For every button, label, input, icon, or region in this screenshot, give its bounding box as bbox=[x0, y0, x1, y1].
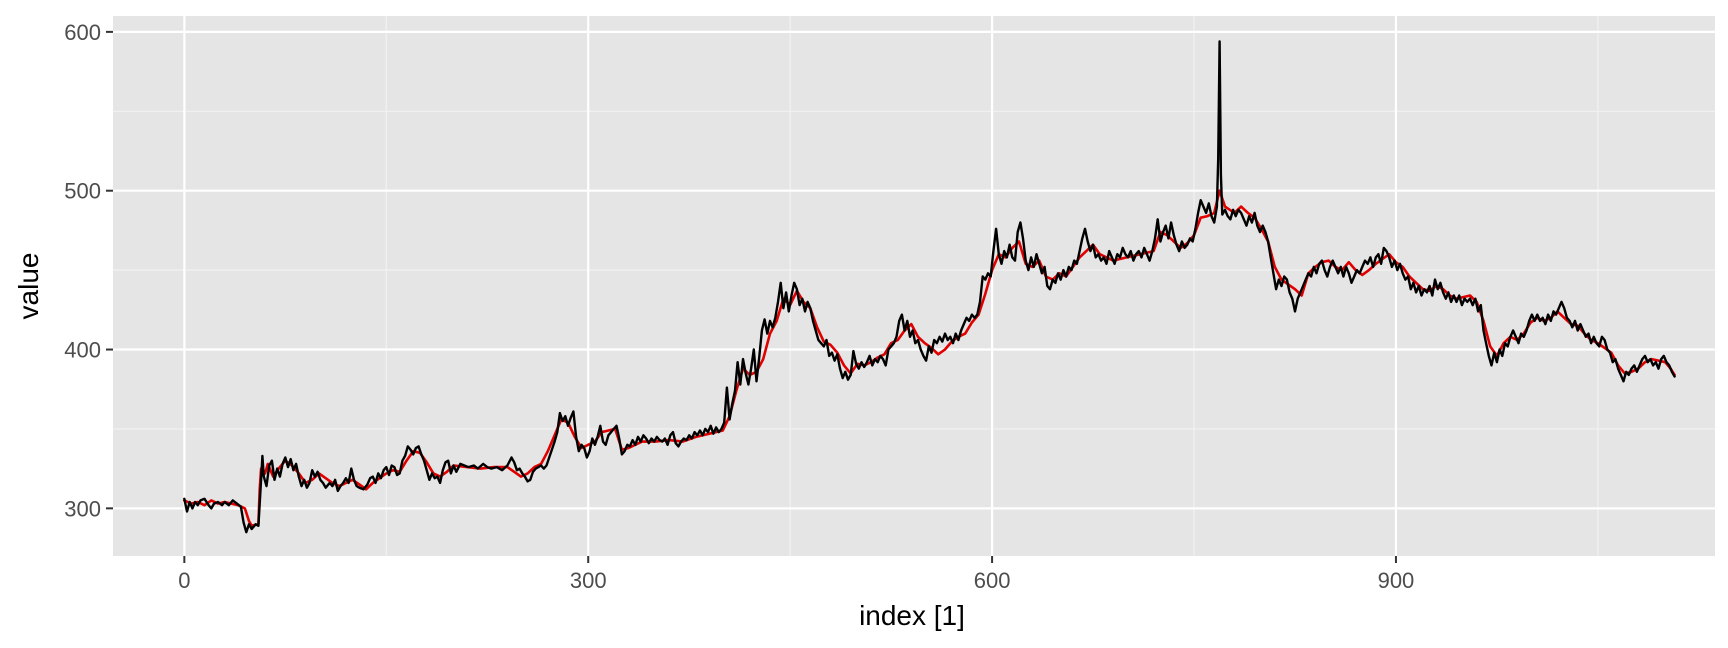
series-line-actual bbox=[183, 40, 1676, 534]
x-tick-label: 600 bbox=[974, 568, 1011, 593]
minor-gridlines bbox=[113, 16, 1715, 556]
y-tick-label: 600 bbox=[64, 20, 101, 45]
x-axis: 0 300 600 900 bbox=[178, 556, 1414, 593]
y-tick-label: 300 bbox=[64, 496, 101, 521]
plot-panel bbox=[113, 16, 1715, 556]
x-axis-title: index [1] bbox=[859, 600, 965, 631]
y-tick-label: 500 bbox=[64, 179, 101, 204]
x-tick-label: 0 bbox=[178, 568, 190, 593]
major-gridlines bbox=[113, 16, 1715, 556]
series-layer bbox=[183, 40, 1676, 534]
x-tick-label: 900 bbox=[1378, 568, 1415, 593]
y-axis: 300 400 500 600 bbox=[64, 20, 113, 521]
x-tick-label: 300 bbox=[570, 568, 607, 593]
y-tick-label: 400 bbox=[64, 338, 101, 363]
y-axis-title: value bbox=[13, 253, 44, 320]
